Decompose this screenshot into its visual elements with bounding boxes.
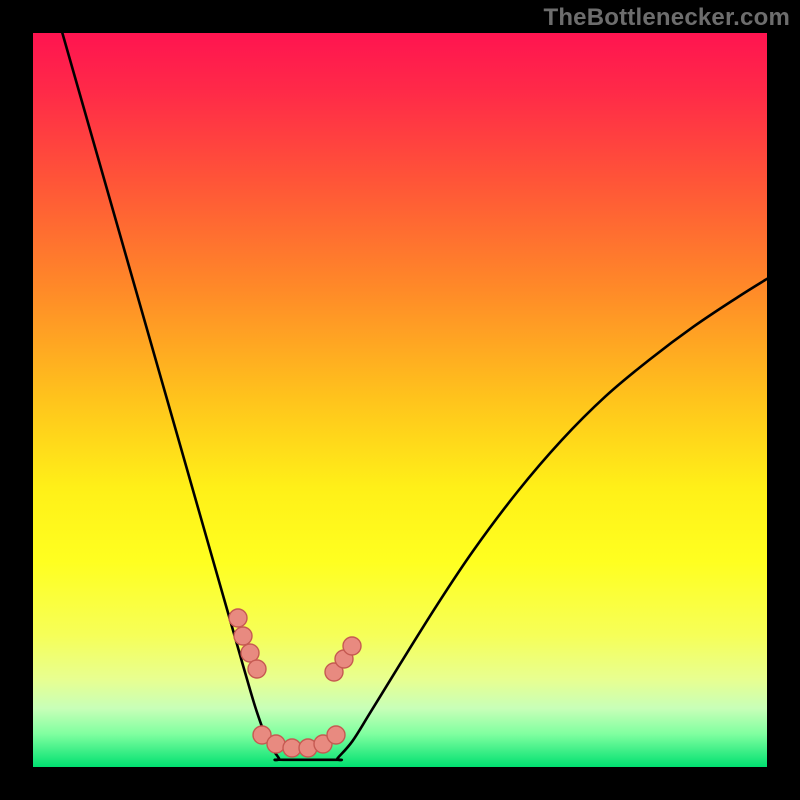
worm-segment [229, 609, 247, 627]
plot-svg [33, 33, 767, 767]
watermark-text: TheBottlenecker.com [543, 4, 790, 32]
worm-segment [241, 644, 259, 662]
worm-segment [267, 735, 285, 753]
chart-frame: TheBottlenecker.com [0, 0, 800, 800]
worm-segment [248, 660, 266, 678]
worm-segment [234, 627, 252, 645]
plot-area [33, 33, 767, 767]
worm-segment [343, 637, 361, 655]
worm-segment [327, 726, 345, 744]
gradient-background [33, 33, 767, 767]
worm-segment [283, 739, 301, 757]
